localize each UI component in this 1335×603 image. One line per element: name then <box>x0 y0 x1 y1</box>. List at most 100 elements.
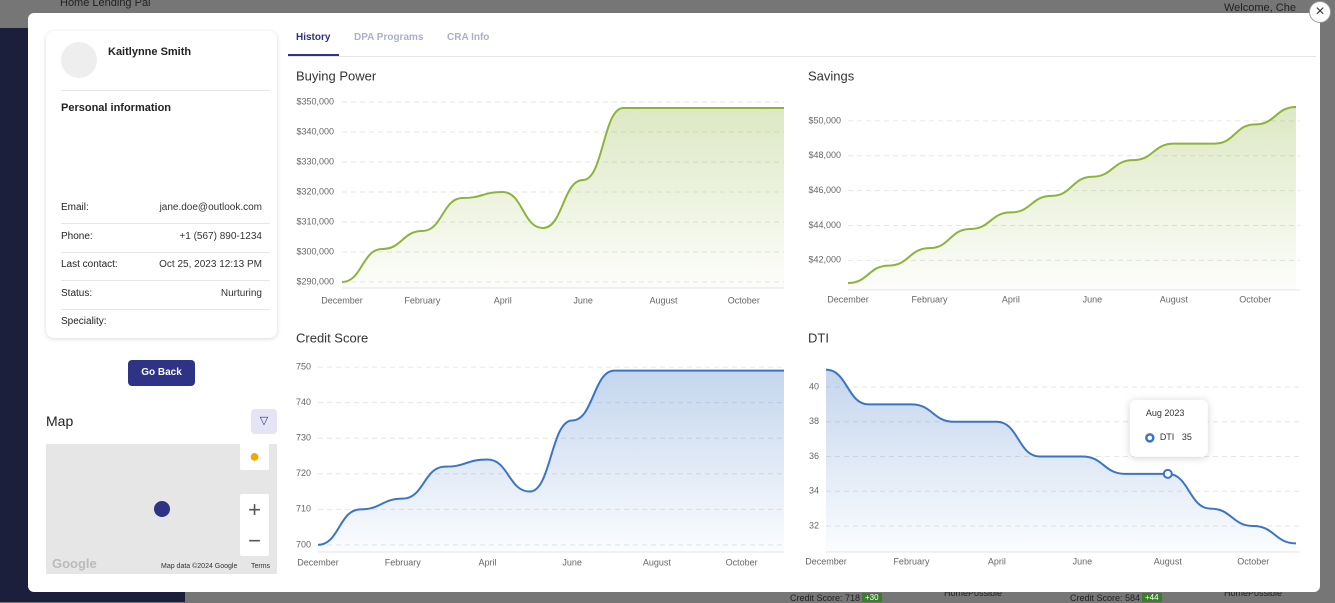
app-title: Home Lending Pal <box>60 0 151 9</box>
x-tick-label: February <box>385 557 422 567</box>
zoom-control <box>240 494 269 556</box>
x-tick-label: June <box>562 557 582 567</box>
tooltip-title: Aug 2023 <box>1146 408 1185 418</box>
y-tick-label: 710 <box>296 504 311 514</box>
x-tick-label: April <box>494 295 512 305</box>
line <box>341 106 784 283</box>
y-tick-label: $42,000 <box>808 255 841 265</box>
y-tick-label: $340,000 <box>296 126 334 136</box>
x-tick-label: August <box>1160 294 1189 304</box>
field-value: Nurturing <box>220 288 262 299</box>
tab-underline <box>288 54 339 56</box>
y-tick-label: 40 <box>809 381 819 391</box>
line <box>317 369 784 546</box>
y-tick-label: 750 <box>296 361 311 371</box>
x-tick-label: December <box>827 294 869 304</box>
x-tick-label: February <box>404 295 441 305</box>
y-tick-label: $50,000 <box>808 115 841 125</box>
x-tick-label: October <box>1237 556 1269 566</box>
zoom-out[interactable]: − <box>248 528 261 553</box>
tooltip <box>1129 399 1208 457</box>
y-tick-label: 32 <box>809 520 819 530</box>
bg-text: HomePossible <box>1224 588 1283 598</box>
y-tick-label: 36 <box>809 451 819 461</box>
tab[interactable]: History <box>296 32 331 43</box>
line <box>847 105 1297 285</box>
divider <box>61 223 270 224</box>
y-tick-label: 730 <box>296 433 311 443</box>
map-logo: Google <box>52 556 97 571</box>
bg-text: Credit Score: 718 <box>790 593 861 603</box>
area-fill <box>318 370 784 552</box>
x-tick-label: February <box>893 556 930 566</box>
hover-point <box>1162 468 1173 479</box>
area-fill <box>826 369 1296 552</box>
chart-title: Credit Score <box>296 330 368 345</box>
divider <box>61 90 270 91</box>
x-tick-label: October <box>726 557 758 567</box>
y-tick-label: $290,000 <box>296 276 334 286</box>
line <box>825 368 1297 545</box>
x-tick-label: October <box>1239 294 1271 304</box>
y-tick-label: $320,000 <box>296 186 334 196</box>
y-tick-label: $300,000 <box>296 246 334 256</box>
field-value: +1 (567) 890-1234 <box>179 231 262 242</box>
divider <box>61 252 270 253</box>
tooltip-swatch <box>1145 433 1155 443</box>
x-tick-label: August <box>643 557 672 567</box>
chart-title: Buying Power <box>296 68 377 83</box>
x-tick-label: December <box>321 295 363 305</box>
x-tick-label: June <box>1073 556 1093 566</box>
bg-badge: +44 <box>1142 593 1162 602</box>
x-tick-label: December <box>297 557 339 567</box>
x-tick-label: June <box>1083 294 1103 304</box>
y-tick-label: $44,000 <box>808 220 841 230</box>
chart-title: Savings <box>808 68 855 83</box>
pegman[interactable]: ● <box>240 442 269 470</box>
y-tick-label: 38 <box>809 416 819 426</box>
area-fill <box>342 108 784 288</box>
map-marker[interactable] <box>152 499 172 519</box>
go-back-button[interactable]: Go Back <box>128 360 195 386</box>
field-label: Speciality: <box>61 316 107 327</box>
x-tick-label: August <box>649 295 678 305</box>
divider <box>61 309 270 310</box>
y-tick-label: 720 <box>296 468 311 478</box>
tab-divider <box>288 56 1316 57</box>
x-tick-label: December <box>805 556 847 566</box>
bg-badge: +30 <box>862 593 882 602</box>
profile-card <box>46 31 277 338</box>
y-tick-label: $310,000 <box>296 216 334 226</box>
x-tick-label: February <box>911 294 948 304</box>
bg-text: HomePossible <box>944 588 1003 598</box>
close-button[interactable]: × <box>1309 1 1331 23</box>
field-value: jane.doe@outlook.com <box>159 202 262 213</box>
bg-text: Credit Score: 584 <box>1070 593 1141 603</box>
x-tick-label: April <box>478 557 496 567</box>
y-tick-label: 34 <box>809 486 819 496</box>
profile-name: Kaitlynne Smith <box>108 46 192 58</box>
zoom-in[interactable]: + <box>248 497 261 522</box>
filter-button[interactable]: ▽ <box>251 409 277 434</box>
tab[interactable]: DPA Programs <box>354 32 424 43</box>
field-label: Status: <box>61 288 93 299</box>
field-label: Last contact: <box>61 259 118 270</box>
x-tick-label: April <box>1002 294 1020 304</box>
map-attribution: Map data ©2024 Google <box>161 563 238 570</box>
area-fill <box>848 106 1296 291</box>
avatar <box>61 42 97 78</box>
field-label: Phone: <box>61 231 93 242</box>
field-label: Email: <box>61 202 89 213</box>
divider <box>61 280 270 281</box>
tab[interactable]: CRA Info <box>447 32 490 43</box>
y-tick-label: $48,000 <box>808 150 841 160</box>
y-tick-label: 740 <box>296 397 311 407</box>
x-tick-label: October <box>728 295 760 305</box>
chart-title: DTI <box>808 330 829 345</box>
tooltip-label: DTI <box>1160 432 1175 442</box>
x-tick-label: June <box>573 295 593 305</box>
map-terms[interactable]: Terms <box>251 563 271 570</box>
map-title: Map <box>46 413 74 429</box>
